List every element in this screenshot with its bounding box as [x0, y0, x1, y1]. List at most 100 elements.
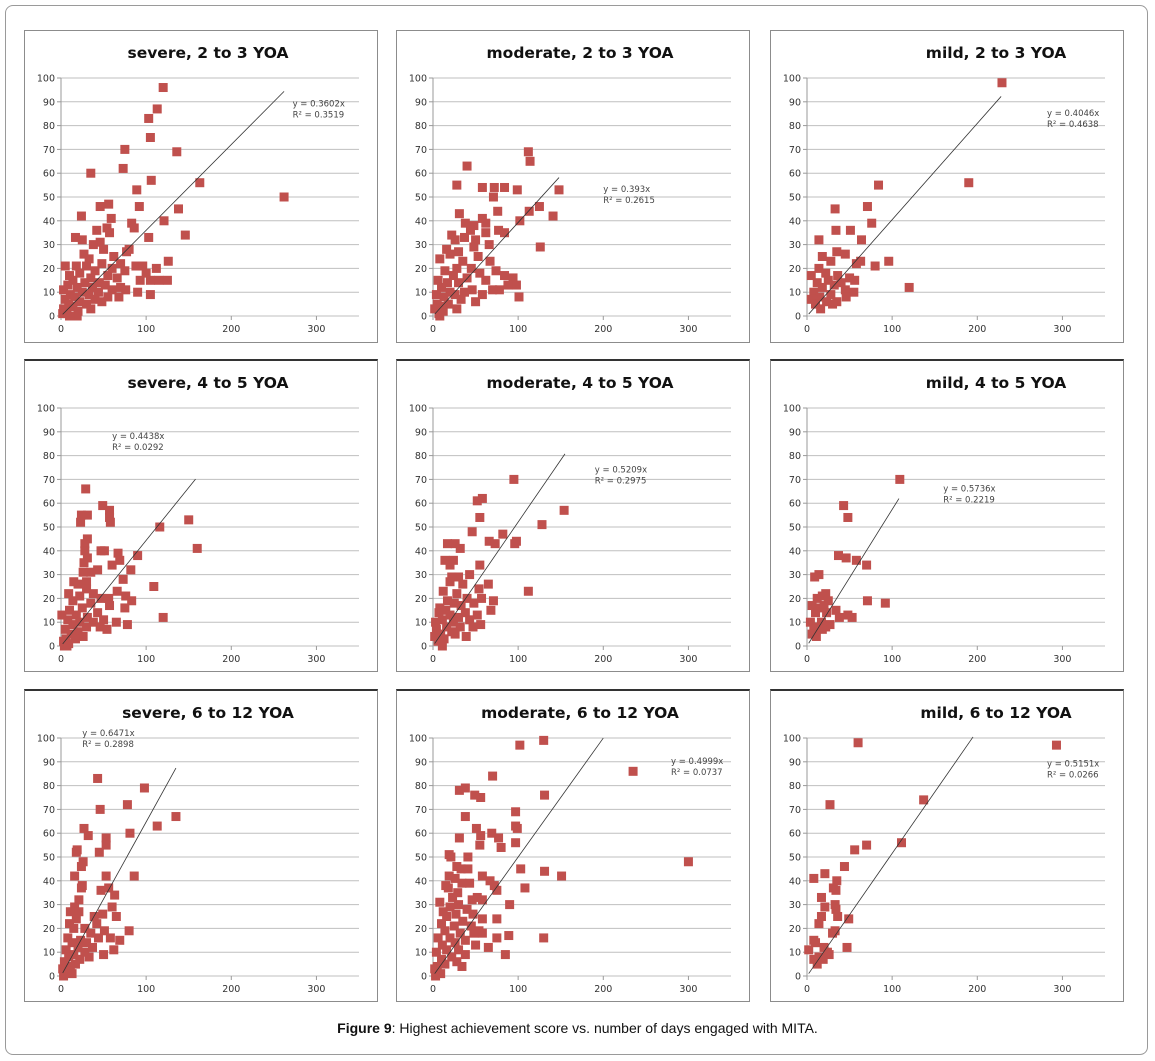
trendline-equation: y = 0.4438x	[112, 432, 164, 442]
data-point	[127, 218, 137, 228]
data-point	[867, 218, 877, 228]
data-point	[817, 624, 827, 634]
data-point	[817, 282, 827, 292]
data-point	[523, 586, 533, 596]
data-point	[836, 278, 846, 288]
data-point	[437, 615, 447, 625]
data-point	[101, 833, 111, 843]
y-tick-label: 60	[789, 169, 801, 180]
data-point	[83, 831, 93, 841]
data-point	[171, 812, 181, 822]
data-point	[122, 620, 132, 630]
data-point	[86, 928, 96, 938]
data-point	[483, 579, 493, 589]
data-point	[819, 942, 829, 952]
data-point	[149, 582, 159, 591]
y-tick-label: 30	[789, 570, 801, 581]
y-tick-label: 50	[415, 853, 427, 864]
data-point	[816, 892, 826, 902]
scatter-points	[805, 474, 905, 641]
data-point	[472, 496, 482, 506]
y-tick-label: 70	[43, 475, 55, 486]
y-tick-label: 100	[783, 734, 801, 745]
y-tick-label: 80	[789, 781, 801, 792]
data-point	[500, 950, 510, 960]
data-point	[98, 501, 108, 511]
data-point	[141, 268, 151, 278]
x-tick-label: 300	[1053, 654, 1071, 665]
scatter-points	[430, 474, 569, 651]
x-tick-label: 300	[307, 324, 325, 335]
data-point	[833, 912, 843, 921]
data-point	[509, 474, 519, 484]
data-point	[68, 275, 78, 285]
data-point	[101, 871, 111, 881]
trendline	[808, 96, 1002, 315]
data-point	[515, 740, 525, 750]
data-point	[155, 522, 165, 532]
scatter-chart: severe, 6 to 12 YOA 0 10 20 30 40 50 60 70 80 90 10…	[37, 704, 359, 995]
data-point	[491, 266, 501, 276]
data-point	[436, 629, 446, 639]
y-tick-label: 30	[415, 570, 427, 581]
y-tick-label: 10	[43, 288, 55, 299]
data-point	[964, 178, 974, 188]
chart-title: mild, 4 to 5 YOA	[926, 374, 1066, 392]
data-point	[832, 247, 842, 257]
data-point	[811, 608, 821, 618]
data-point	[817, 252, 827, 261]
data-point	[466, 921, 476, 931]
data-point	[842, 942, 852, 952]
data-point	[77, 287, 87, 297]
trendline	[62, 478, 196, 645]
data-point	[99, 244, 109, 254]
data-point	[851, 259, 861, 269]
data-point	[504, 931, 514, 941]
data-point	[683, 857, 693, 867]
trendline-equation: y = 0.6471x	[82, 729, 134, 739]
x-tick-label: 100	[137, 654, 155, 665]
data-point	[466, 263, 476, 273]
x-tick-label: 0	[58, 654, 64, 665]
data-point	[465, 615, 475, 625]
data-point	[74, 895, 84, 905]
trendline	[434, 177, 560, 315]
data-point	[76, 517, 86, 527]
data-point	[850, 845, 860, 855]
data-point	[127, 596, 137, 606]
data-point	[69, 923, 79, 933]
scatter-chart: mild, 6 to 12 YOA 0 10 20 30 40 50 60 70 80 90 100 0…	[783, 704, 1105, 995]
data-point	[535, 242, 545, 252]
data-point	[511, 807, 521, 817]
data-point	[812, 593, 822, 603]
chart-panel: moderate, 2 to 3 YOA 0 10 20 30 40 50 60 70 80 90 1…	[396, 30, 750, 343]
data-point	[826, 256, 836, 266]
data-point	[110, 890, 120, 900]
data-point	[442, 596, 452, 606]
data-point	[93, 608, 103, 618]
y-tick-label: 20	[789, 594, 801, 605]
data-point	[82, 612, 92, 622]
data-point	[496, 842, 506, 852]
data-point	[65, 961, 75, 971]
data-point	[512, 823, 522, 833]
chart-panel: mild, 6 to 12 YOA 0 10 20 30 40 50 60 70 80 90 100 0…	[770, 689, 1124, 1002]
y-tick-label: 40	[43, 546, 55, 557]
data-point	[180, 230, 190, 240]
scatter-chart: mild, 4 to 5 YOA 0 10 20 30 40 50 60 70 80 90 100 0 1…	[783, 374, 1105, 665]
data-point	[809, 624, 819, 634]
data-point	[82, 577, 92, 587]
data-point	[511, 280, 521, 290]
data-point	[452, 263, 462, 273]
data-point	[462, 593, 472, 603]
data-point	[831, 605, 841, 615]
data-point	[453, 888, 463, 898]
data-point	[159, 216, 169, 226]
y-tick-label: 70	[789, 145, 801, 156]
data-point	[109, 945, 119, 955]
data-point	[831, 885, 841, 895]
data-point	[844, 914, 854, 924]
data-point	[814, 263, 824, 273]
data-point	[445, 287, 455, 297]
data-point	[494, 833, 504, 843]
